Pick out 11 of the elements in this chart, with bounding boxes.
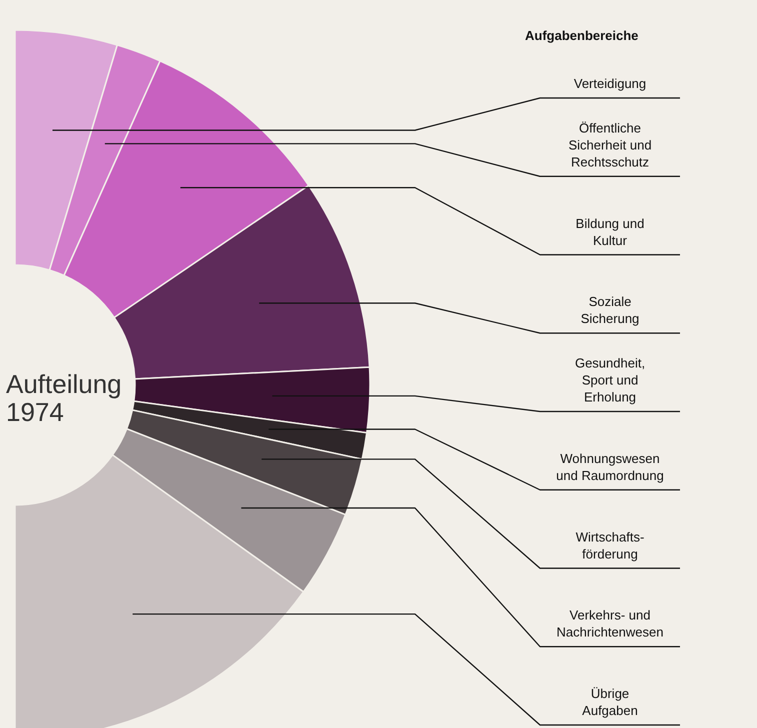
slice-label: Übrige Aufgaben bbox=[582, 686, 638, 718]
slice-label: Wohnungswesen und Raumordnung bbox=[556, 450, 664, 483]
text: Aufteilung 1974 bbox=[6, 369, 122, 427]
slice-label: Wirtschafts- förderung bbox=[576, 529, 644, 562]
slice-label: Soziale Sicherung bbox=[580, 294, 640, 326]
legend-title: Aufgabenbereiche bbox=[525, 28, 638, 43]
slice-label: Verteidigung bbox=[574, 76, 646, 91]
slice-label: Verkehrs- und Nachrichtenwesen bbox=[556, 608, 664, 640]
slice-label: Öffentliche Sicherheit und Rechtsschutz bbox=[568, 120, 652, 170]
slice-label: Gesundheit, Sport und Erholung bbox=[574, 356, 646, 404]
slice-label: Bildung und Kultur bbox=[576, 216, 644, 248]
